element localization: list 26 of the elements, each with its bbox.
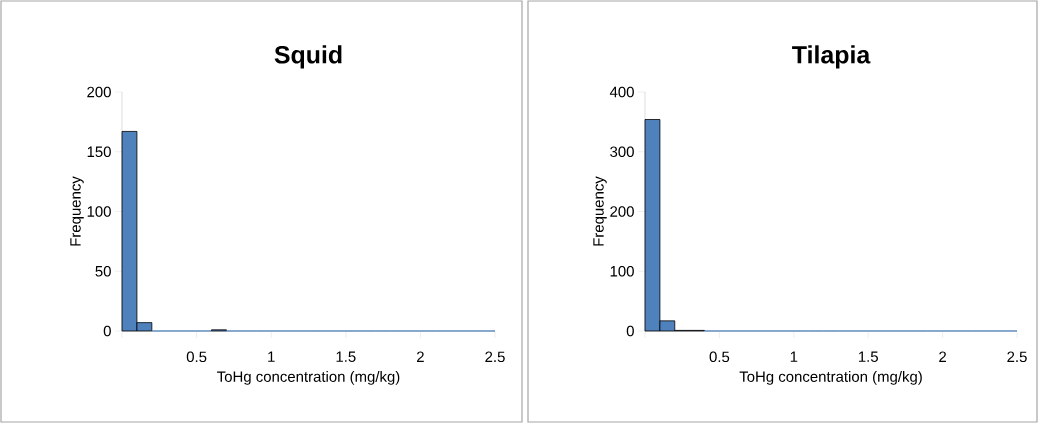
y-axis-title: Frequency xyxy=(593,176,607,246)
y-tick-label: 100 xyxy=(610,265,634,277)
x-tick-label: 1 xyxy=(790,351,798,362)
x-tick-label: 2 xyxy=(939,351,947,362)
x-tick-label: 1.5 xyxy=(858,351,878,362)
y-axis-title: Frequency xyxy=(70,176,84,246)
y-tick-label: 400 xyxy=(609,86,634,98)
chart-title: Squid xyxy=(274,45,342,69)
chart-title: Tilapia xyxy=(792,45,871,69)
x-tick-label: 2 xyxy=(417,351,424,362)
y-tick-label: 200 xyxy=(87,86,111,98)
y-tick-label: 50 xyxy=(95,265,111,277)
y-tick-label: 300 xyxy=(610,146,634,158)
y-tick-label: 0 xyxy=(103,325,111,337)
x-tick-label: 1.5 xyxy=(336,351,356,362)
y-tick-label: 0 xyxy=(626,325,634,337)
y-tick-label: 100 xyxy=(87,206,111,217)
x-tick-label: 0.5 xyxy=(709,351,730,363)
x-tick-label: 1 xyxy=(268,351,275,362)
x-axis-title: ToHg concentration (mg/kg) xyxy=(739,370,922,385)
y-tick-label: 150 xyxy=(87,146,111,158)
y-tick-label: 200 xyxy=(610,206,634,217)
x-tick-label: 2.5 xyxy=(1007,351,1027,363)
x-tick-label: 2.5 xyxy=(485,351,505,363)
x-axis-title: ToHg concentration (mg/kg) xyxy=(217,370,400,385)
x-tick-label: 0.5 xyxy=(186,351,207,363)
